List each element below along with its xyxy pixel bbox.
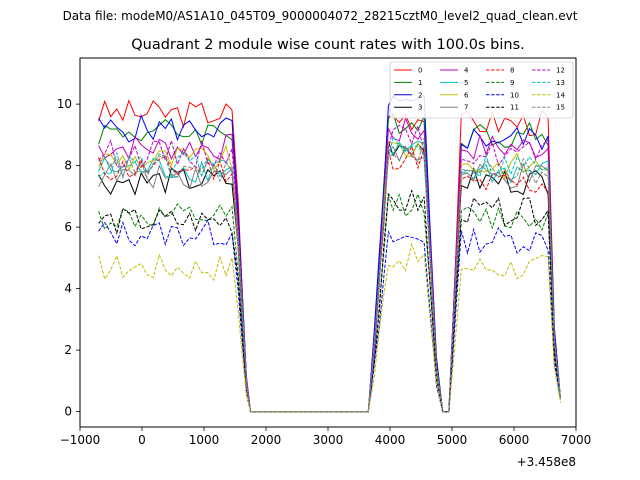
x-tick-label: −1000 [60, 433, 101, 447]
legend-label-14: 14 [556, 91, 565, 99]
figure-suptitle: Data file: modeM0/AS1A10_045T09_90000040… [63, 9, 578, 23]
y-tick-label: 8 [64, 159, 72, 173]
legend-label-12: 12 [556, 67, 565, 75]
x-tick-label: 5000 [437, 433, 468, 447]
legend-label-2: 2 [418, 91, 422, 99]
series-line-9 [98, 192, 561, 413]
series-layer [98, 94, 561, 413]
legend-label-10: 10 [510, 91, 519, 99]
x-tick-label: 4000 [375, 433, 406, 447]
legend-label-3: 3 [418, 104, 422, 112]
plot-area: −1000 0 1000 2000 3000 4000 5000 6000 7000 0 2 4 6 8… [57, 57, 592, 469]
series-line-13 [98, 135, 561, 413]
legend-label-15: 15 [556, 104, 565, 112]
x-tick-label: 2000 [251, 433, 282, 447]
legend-box [389, 61, 574, 119]
legend-label-1: 1 [418, 79, 422, 87]
y-axis: 0 2 4 6 8 10 [57, 97, 80, 419]
y-tick-label: 2 [64, 343, 72, 357]
x-tick-label: 3000 [313, 433, 344, 447]
legend-label-4: 4 [464, 67, 469, 75]
y-tick-label: 6 [64, 220, 72, 234]
y-tick-label: 4 [64, 282, 72, 296]
x-tick-label: 1000 [189, 433, 220, 447]
legend-label-9: 9 [510, 79, 514, 87]
y-tick-label: 10 [57, 97, 72, 111]
legend-label-6: 6 [464, 91, 469, 99]
x-tick-label: 0 [138, 433, 146, 447]
legend-label-7: 7 [464, 104, 468, 112]
chart-title: Quadrant 2 module wise count rates with … [131, 37, 525, 53]
legend-label-8: 8 [510, 67, 514, 75]
legend-label-5: 5 [464, 79, 468, 87]
series-line-10 [98, 218, 561, 413]
legend-label-0: 0 [418, 67, 422, 75]
x-tick-label: 6000 [499, 433, 530, 447]
y-tick-label: 0 [64, 405, 72, 419]
x-axis-offset-label: +3.458e8 [517, 455, 576, 469]
x-tick-label: 7000 [561, 433, 592, 447]
x-axis: −1000 0 1000 2000 3000 4000 5000 6000 7000 [60, 427, 592, 447]
legend-label-11: 11 [510, 104, 519, 112]
legend-label-13: 13 [556, 79, 565, 87]
series-line-15 [98, 137, 561, 413]
